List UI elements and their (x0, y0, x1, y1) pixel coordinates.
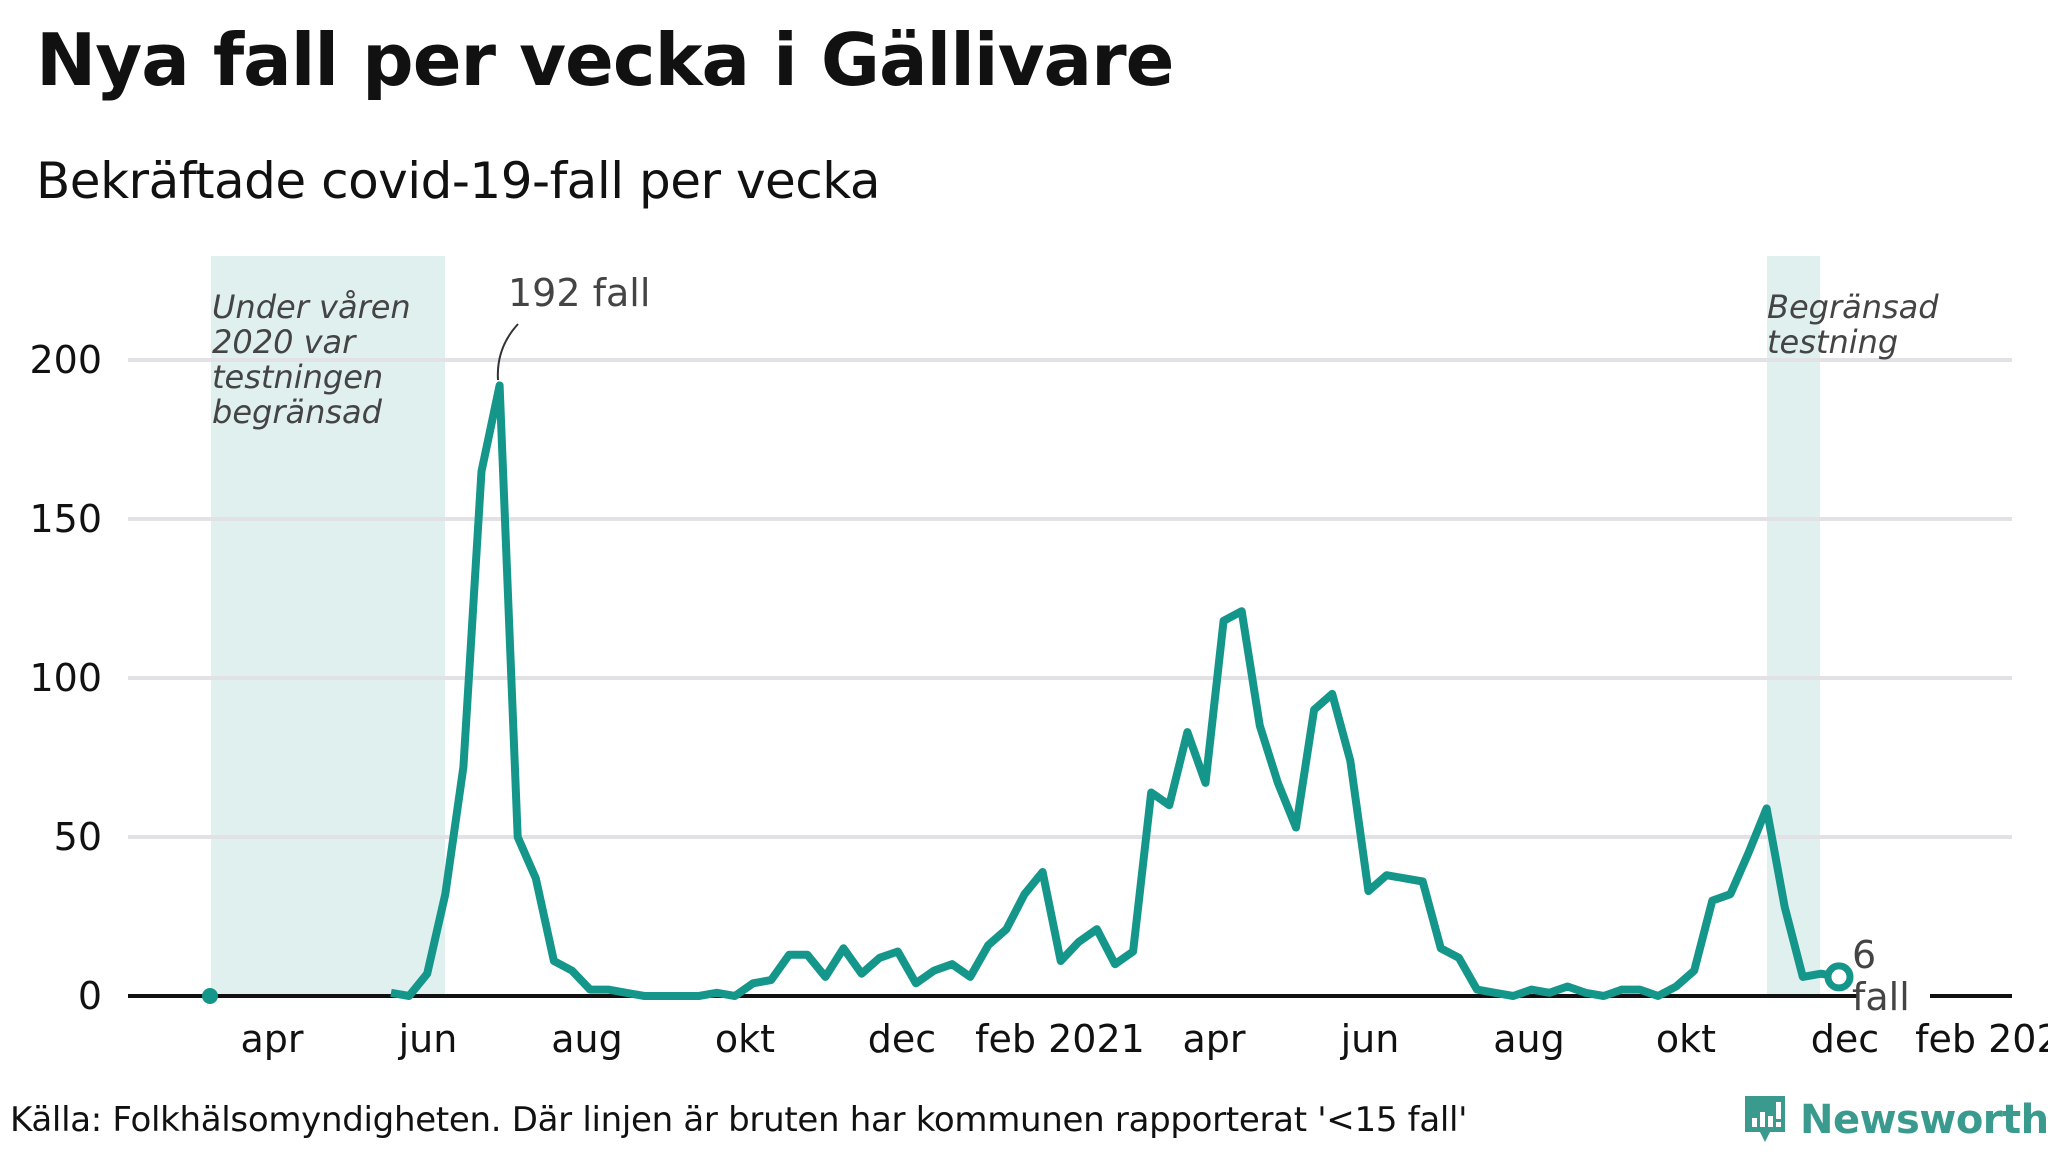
x-tick-label: dec (1811, 1017, 1879, 1061)
case-line (390, 381, 1840, 1000)
spring-2020-note: Under våren (212, 288, 411, 326)
gridlines (128, 358, 2012, 998)
spring-2020-note: begränsad (212, 393, 383, 431)
spring-2020-note: 2020 var (212, 323, 357, 361)
data-line (202, 381, 1854, 1004)
peak-label: 192 fall (508, 271, 650, 315)
x-tick-label: okt (715, 1017, 775, 1061)
limited-testing-note: Begränsad (1767, 288, 1939, 326)
peak-connector (496, 323, 519, 381)
y-axis-ticks: 0 50 100 150 200 (29, 338, 102, 1018)
x-tick-label: feb 2021 (975, 1017, 1145, 1061)
shaded-regions (211, 256, 1820, 996)
x-tick-label: jun (398, 1017, 458, 1061)
x-tick-label: aug (1493, 1017, 1565, 1061)
newsworthy-logo: Newsworthy (1742, 1094, 2048, 1146)
x-tick-label: okt (1656, 1017, 1716, 1061)
y-tick-label: 0 (78, 974, 102, 1018)
last-value-label: 6 (1852, 933, 1876, 977)
chart-title: Nya fall per vecka i Gällivare (36, 18, 1174, 102)
shade-limited-testing (1767, 256, 1820, 996)
source-note: Källa: Folkhälsomyndigheten. Där linjen … (10, 1100, 1468, 1140)
y-tick-label: 200 (29, 338, 102, 382)
x-tick-label: aug (551, 1017, 623, 1061)
y-tick-label: 50 (54, 815, 102, 859)
x-tick-label: apr (1182, 1017, 1245, 1061)
brand-name: Newsworthy (1800, 1097, 2048, 1143)
x-tick-label: dec (868, 1017, 936, 1061)
newsworthy-logo-icon (1745, 1096, 1785, 1142)
last-value-label: fall (1852, 975, 1910, 1019)
spring-2020-note: testningen (212, 358, 383, 396)
x-tick-label: jun (1340, 1017, 1400, 1061)
y-tick-label: 100 (29, 656, 102, 700)
last-value-marker (1824, 962, 1854, 992)
x-tick-label: feb 2022 (1915, 1017, 2048, 1061)
chart-subtitle: Bekräftade covid-19-fall per vecka (36, 152, 881, 210)
x-axis-ticks: apr jun aug okt dec feb 2021 apr jun aug okt dec fe… (240, 1017, 2048, 1061)
data-point (202, 988, 218, 1004)
limited-testing-note: testning (1767, 323, 1898, 361)
x-tick-label: apr (240, 1017, 303, 1061)
y-tick-label: 150 (29, 497, 102, 541)
shade-spring-2020 (211, 256, 445, 996)
